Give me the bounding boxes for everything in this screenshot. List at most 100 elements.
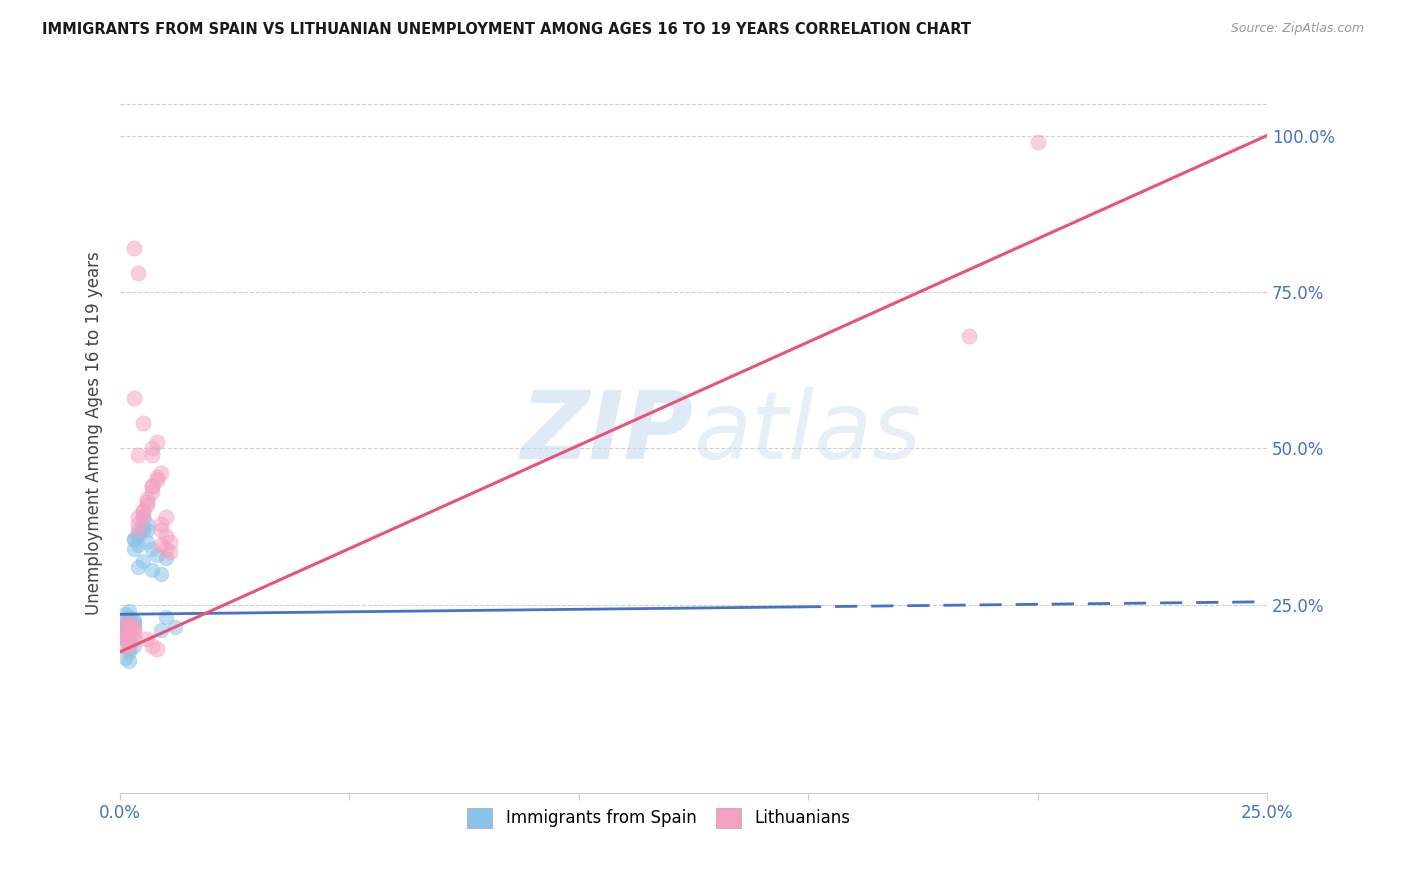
Point: [145, 469, 167, 483]
Point: [122, 532, 145, 546]
Point: [127, 516, 149, 531]
Point: [957, 328, 980, 343]
Point: [132, 519, 155, 533]
Text: ZIP: ZIP: [520, 387, 693, 479]
Point: [132, 504, 155, 518]
Point: [141, 541, 163, 556]
Point: [132, 510, 155, 524]
Point: [122, 614, 145, 628]
Text: IMMIGRANTS FROM SPAIN VS LITHUANIAN UNEMPLOYMENT AMONG AGES 16 TO 19 YEARS CORRE: IMMIGRANTS FROM SPAIN VS LITHUANIAN UNEM…: [42, 22, 972, 37]
Point: [136, 535, 159, 549]
Point: [150, 566, 173, 581]
Point: [141, 479, 163, 493]
Point: [155, 529, 177, 543]
Point: [127, 510, 149, 524]
Point: [114, 616, 136, 631]
Point: [141, 442, 163, 456]
Point: [150, 523, 173, 537]
Point: [136, 523, 159, 537]
Point: [150, 467, 173, 481]
Point: [122, 614, 145, 628]
Point: [118, 639, 141, 653]
Point: [118, 620, 141, 634]
Point: [114, 632, 136, 647]
Legend: Immigrants from Spain, Lithuanians: Immigrants from Spain, Lithuanians: [461, 801, 858, 835]
Point: [122, 541, 145, 556]
Point: [114, 626, 136, 640]
Point: [145, 548, 167, 562]
Point: [122, 623, 145, 637]
Point: [1026, 135, 1049, 149]
Point: [127, 523, 149, 537]
Point: [114, 626, 136, 640]
Point: [114, 607, 136, 622]
Point: [155, 610, 177, 624]
Point: [132, 417, 155, 431]
Point: [114, 620, 136, 634]
Point: [132, 510, 155, 524]
Point: [114, 632, 136, 647]
Point: [122, 616, 145, 631]
Text: Source: ZipAtlas.com: Source: ZipAtlas.com: [1230, 22, 1364, 36]
Point: [118, 641, 141, 656]
Point: [122, 632, 145, 647]
Point: [122, 241, 145, 255]
Point: [122, 626, 145, 640]
Point: [118, 610, 141, 624]
Point: [127, 266, 149, 280]
Point: [141, 564, 163, 578]
Point: [155, 510, 177, 524]
Y-axis label: Unemployment Among Ages 16 to 19 years: Unemployment Among Ages 16 to 19 years: [86, 251, 103, 615]
Point: [155, 551, 177, 566]
Point: [114, 629, 136, 643]
Point: [136, 491, 159, 506]
Point: [159, 535, 181, 549]
Text: atlas: atlas: [693, 387, 922, 478]
Point: [118, 604, 141, 618]
Point: [145, 473, 167, 487]
Point: [150, 516, 173, 531]
Point: [145, 641, 167, 656]
Point: [159, 545, 181, 559]
Point: [118, 632, 141, 647]
Point: [118, 623, 141, 637]
Point: [114, 632, 136, 647]
Point: [141, 479, 163, 493]
Point: [114, 632, 136, 647]
Point: [132, 554, 155, 568]
Point: [127, 529, 149, 543]
Point: [114, 616, 136, 631]
Point: [132, 523, 155, 537]
Point: [118, 623, 141, 637]
Point: [118, 645, 141, 659]
Point: [141, 639, 163, 653]
Point: [114, 651, 136, 665]
Point: [118, 629, 141, 643]
Point: [141, 448, 163, 462]
Point: [122, 392, 145, 406]
Point: [136, 494, 159, 508]
Point: [118, 614, 141, 628]
Point: [155, 541, 177, 556]
Point: [114, 639, 136, 653]
Point: [118, 620, 141, 634]
Point: [132, 504, 155, 518]
Point: [150, 623, 173, 637]
Point: [127, 448, 149, 462]
Point: [127, 560, 149, 574]
Point: [150, 539, 173, 553]
Point: [122, 620, 145, 634]
Point: [145, 435, 167, 450]
Point: [114, 623, 136, 637]
Point: [118, 654, 141, 668]
Point: [122, 639, 145, 653]
Point: [136, 516, 159, 531]
Point: [163, 620, 186, 634]
Point: [127, 539, 149, 553]
Point: [136, 498, 159, 512]
Point: [141, 485, 163, 500]
Point: [122, 532, 145, 546]
Point: [136, 632, 159, 647]
Point: [127, 525, 149, 540]
Point: [114, 614, 136, 628]
